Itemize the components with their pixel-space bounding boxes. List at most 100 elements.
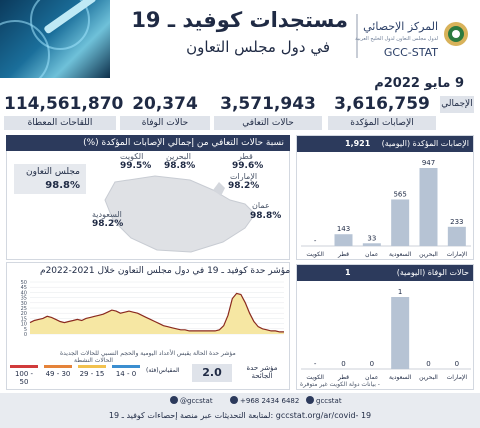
cases-bar bbox=[447, 226, 466, 246]
daily-cases-header: الإصابات المؤكدة (اليومية) 1,921 bbox=[297, 136, 473, 152]
confirmed-label: الإصابات المؤكدة bbox=[328, 116, 436, 130]
covid-platform-link[interactable]: لمتابعة التحديثات عبر منصة إحصاءات كوفيد… bbox=[108, 411, 372, 420]
vaccines-total: 114,561,870 bbox=[4, 94, 124, 114]
daily-cases-total: 1,921 bbox=[345, 139, 371, 148]
severity-index-panel bbox=[6, 262, 290, 390]
whatsapp-link[interactable]: +968 2434 6482 bbox=[228, 396, 299, 405]
country-name-uae: الإمارات bbox=[230, 172, 258, 181]
y-tick-label: 10 bbox=[21, 322, 27, 328]
cases-bar bbox=[334, 234, 353, 246]
y-tick-label: 45 bbox=[21, 285, 27, 291]
deaths-value-label: 0 bbox=[455, 360, 459, 368]
country-name-saudi: السعودية bbox=[92, 210, 122, 219]
cases-value-label: 947 bbox=[422, 159, 435, 167]
scale-legend-medium: 29 - 15 bbox=[78, 365, 106, 378]
daily-cases-panel: الإصابات المؤكدة (اليومية) 1,921 - الكويت… bbox=[296, 135, 474, 260]
cases-bar bbox=[362, 243, 381, 246]
deaths-value-label: - bbox=[314, 360, 317, 368]
y-tick-label: 15 bbox=[21, 316, 27, 322]
gcc-map bbox=[104, 175, 256, 253]
facebook-icon bbox=[306, 396, 314, 404]
deaths-category-label: السعودية bbox=[389, 374, 412, 381]
y-tick-label: 50 bbox=[21, 280, 27, 286]
cases-category-label: الإمارات bbox=[447, 251, 468, 258]
severity-note: مؤشر حدة الحالة يقيس الأعداد اليومية وال… bbox=[60, 350, 236, 357]
report-date: 9 مايو 2022م bbox=[374, 76, 464, 91]
deaths-category-label: البحرين bbox=[419, 374, 438, 381]
cases-value-label: 565 bbox=[393, 190, 406, 198]
country-name-qatar: قطر bbox=[238, 152, 253, 161]
y-tick-label: 5 bbox=[24, 327, 27, 333]
country-value-kuwait: 99.5% bbox=[120, 161, 152, 171]
cases-value-label: - bbox=[314, 237, 317, 245]
deaths-category-label: عمان bbox=[365, 374, 378, 381]
deaths-category-label: الكويت bbox=[306, 374, 324, 381]
y-tick-label: 35 bbox=[21, 296, 27, 302]
daily-cases-chart: - الكويت 143 قطر 33 عمان 565 السعودية 947 البحرين… bbox=[301, 159, 471, 258]
gcc-recovery-value: 98.8% bbox=[45, 180, 80, 191]
daily-deaths-panel: حالات الوفاة (اليومية) 1 - الكويت 0 قطر 0 عما… bbox=[296, 264, 474, 390]
twitter-icon bbox=[170, 396, 178, 404]
deaths-category-label: الإمارات bbox=[447, 374, 468, 381]
cases-value-label: 33 bbox=[367, 234, 376, 242]
country-value-qatar: 99.6% bbox=[232, 161, 264, 171]
daily-deaths-header: حالات الوفاة (اليومية) 1 bbox=[297, 265, 473, 281]
cases-category-label: قطر bbox=[337, 251, 349, 258]
deaths-value-label: 0 bbox=[370, 360, 374, 368]
confirmed-total: 3,616,759 bbox=[334, 94, 430, 114]
y-tick-label: 20 bbox=[21, 311, 27, 317]
deaths-label: حالات الوفاة bbox=[120, 116, 210, 130]
deaths-total: 20,374 bbox=[132, 94, 198, 114]
country-name-oman: عمان bbox=[252, 201, 270, 210]
recovery-header: نسبة حالات التعافي من إجمالي الإصابات ال… bbox=[6, 135, 290, 151]
deaths-value-label: 1 bbox=[398, 288, 402, 296]
gcc-recovery-box: مجلس التعاون 98.8% bbox=[14, 164, 86, 194]
scale-legend-low: 14 - 0 bbox=[112, 365, 140, 378]
page-subtitle: في دول مجلس التعاون bbox=[186, 38, 330, 56]
y-tick-label: 40 bbox=[21, 290, 27, 296]
cases-category-label: عمان bbox=[365, 251, 378, 258]
country-value-oman: 98.8% bbox=[250, 211, 282, 221]
vaccine-image bbox=[0, 0, 110, 78]
deaths-value-label: 0 bbox=[341, 360, 345, 368]
deaths-value-label: 0 bbox=[426, 360, 430, 368]
recovered-total: 3,571,943 bbox=[220, 94, 316, 114]
country-name-kuwait: الكويت bbox=[120, 152, 144, 161]
cases-value-label: 233 bbox=[450, 218, 463, 226]
country-name-bahrain: البحرين bbox=[166, 152, 191, 161]
deaths-category-label: قطر bbox=[337, 374, 349, 381]
cases-category-label: السعودية bbox=[389, 251, 412, 258]
footer: @gccstat +968 2434 6482 gccstat لمتابعة … bbox=[0, 393, 480, 428]
country-value-saudi: 98.2% bbox=[92, 219, 124, 229]
y-tick-label: 0 bbox=[24, 332, 27, 338]
cases-bar bbox=[391, 199, 410, 246]
severity-area bbox=[30, 293, 284, 334]
twitter-link[interactable]: @gccstat bbox=[168, 396, 213, 405]
cases-bar bbox=[419, 168, 438, 246]
deaths-bar bbox=[391, 297, 410, 369]
severity-chart-title: مؤشر حدة كوفيد ـ 19 في دول مجلس التعاون … bbox=[40, 266, 291, 276]
daily-deaths-chart: - الكويت 0 قطر 0 عمان 1 السعودية 0 البحرين 0 الإمار… bbox=[301, 288, 471, 381]
whatsapp-icon bbox=[230, 396, 238, 404]
country-value-uae: 98.2% bbox=[228, 181, 260, 191]
scale-legend-very-high: 100 - 50 bbox=[10, 365, 38, 386]
kuwait-note: - بيانات دولة الكويت غير متوفرة bbox=[300, 381, 380, 388]
vaccines-label: اللقاحات المعطاة bbox=[4, 116, 116, 130]
gcc-stat-logo: المركز الإحصائي لدول مجلس التعاون لدول ا… bbox=[352, 14, 472, 66]
daily-deaths-total: 1 bbox=[345, 268, 351, 277]
recovered-label: حالات التعافي bbox=[214, 116, 322, 130]
cases-value-label: 143 bbox=[337, 225, 350, 233]
cases-category-label: البحرين bbox=[419, 251, 438, 258]
totals-tag: الإجمالي bbox=[440, 96, 474, 113]
y-tick-label: 25 bbox=[21, 306, 27, 312]
scale-legend-high: 49 - 30 bbox=[44, 365, 72, 378]
country-value-bahrain: 98.8% bbox=[164, 161, 196, 171]
facebook-link[interactable]: gccstat bbox=[304, 396, 342, 405]
page-title: مستجدات كوفيد ـ 19 bbox=[131, 8, 348, 32]
cases-category-label: الكويت bbox=[306, 251, 324, 258]
header: مستجدات كوفيد ـ 19 في دول مجلس التعاون ا… bbox=[0, 0, 480, 78]
severity-index-label: مؤشر حدة الجائحة bbox=[246, 364, 278, 380]
scale-label: المقياس(فئة) bbox=[146, 367, 180, 374]
gcc-emblem-icon bbox=[444, 22, 468, 46]
